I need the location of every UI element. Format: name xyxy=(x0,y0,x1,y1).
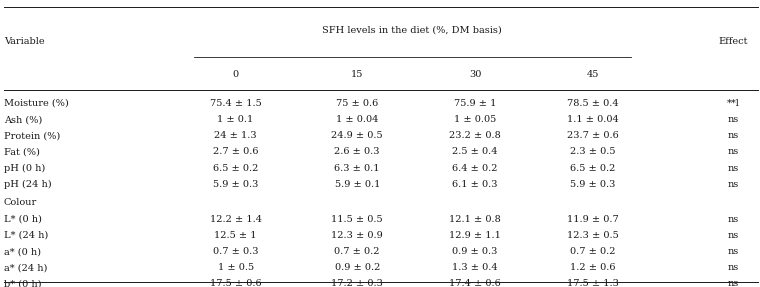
Text: 0.7 ± 0.2: 0.7 ± 0.2 xyxy=(334,247,380,256)
Text: 11.9 ± 0.7: 11.9 ± 0.7 xyxy=(567,215,619,224)
Text: 12.9 ± 1.1: 12.9 ± 1.1 xyxy=(449,231,501,240)
Text: 0: 0 xyxy=(233,70,239,79)
Text: 2.7 ± 0.6: 2.7 ± 0.6 xyxy=(213,148,258,156)
Text: b* (0 h): b* (0 h) xyxy=(4,280,41,287)
Text: ns: ns xyxy=(728,215,739,224)
Text: 12.3 ± 0.9: 12.3 ± 0.9 xyxy=(331,231,383,240)
Text: 6.3 ± 0.1: 6.3 ± 0.1 xyxy=(334,164,380,173)
Text: 17.2 ± 0.3: 17.2 ± 0.3 xyxy=(331,280,383,287)
Text: 1.1 ± 0.04: 1.1 ± 0.04 xyxy=(567,115,619,124)
Text: Protein (%): Protein (%) xyxy=(4,131,60,140)
Text: 12.2 ± 1.4: 12.2 ± 1.4 xyxy=(210,215,261,224)
Text: 15: 15 xyxy=(351,70,363,79)
Text: SFH levels in the diet (%, DM basis): SFH levels in the diet (%, DM basis) xyxy=(322,26,502,35)
Text: 6.5 ± 0.2: 6.5 ± 0.2 xyxy=(213,164,258,173)
Text: 78.5 ± 0.4: 78.5 ± 0.4 xyxy=(567,99,619,108)
Text: 45: 45 xyxy=(587,70,599,79)
Text: ns: ns xyxy=(728,148,739,156)
Text: 23.7 ± 0.6: 23.7 ± 0.6 xyxy=(567,131,619,140)
Text: Fat (%): Fat (%) xyxy=(4,148,40,156)
Text: 1 ± 0.1: 1 ± 0.1 xyxy=(217,115,254,124)
Text: 1 ± 0.04: 1 ± 0.04 xyxy=(336,115,378,124)
Text: L* (24 h): L* (24 h) xyxy=(4,231,48,240)
Text: a* (24 h): a* (24 h) xyxy=(4,263,47,272)
Text: 0.9 ± 0.3: 0.9 ± 0.3 xyxy=(452,247,498,256)
Text: 1 ± 0.5: 1 ± 0.5 xyxy=(217,263,254,272)
Text: 23.2 ± 0.8: 23.2 ± 0.8 xyxy=(449,131,501,140)
Text: ns: ns xyxy=(728,247,739,256)
Text: 24.9 ± 0.5: 24.9 ± 0.5 xyxy=(331,131,383,140)
Text: 0.7 ± 0.2: 0.7 ± 0.2 xyxy=(570,247,616,256)
Text: 0.9 ± 0.2: 0.9 ± 0.2 xyxy=(334,263,380,272)
Text: ns: ns xyxy=(728,180,739,189)
Text: 1.3 ± 0.4: 1.3 ± 0.4 xyxy=(452,263,498,272)
Text: 11.5 ± 0.5: 11.5 ± 0.5 xyxy=(331,215,383,224)
Text: ns: ns xyxy=(728,115,739,124)
Text: 2.6 ± 0.3: 2.6 ± 0.3 xyxy=(334,148,380,156)
Text: 75 ± 0.6: 75 ± 0.6 xyxy=(336,99,378,108)
Text: ns: ns xyxy=(728,263,739,272)
Text: Moisture (%): Moisture (%) xyxy=(4,99,68,108)
Text: 2.3 ± 0.5: 2.3 ± 0.5 xyxy=(570,148,616,156)
Text: 6.5 ± 0.2: 6.5 ± 0.2 xyxy=(570,164,616,173)
Text: 30: 30 xyxy=(469,70,481,79)
Text: 1.2 ± 0.6: 1.2 ± 0.6 xyxy=(570,263,616,272)
Text: 12.1 ± 0.8: 12.1 ± 0.8 xyxy=(449,215,501,224)
Text: 24 ± 1.3: 24 ± 1.3 xyxy=(214,131,257,140)
Text: 5.9 ± 0.3: 5.9 ± 0.3 xyxy=(570,180,616,189)
Text: 5.9 ± 0.1: 5.9 ± 0.1 xyxy=(334,180,380,189)
Text: 17.5 ± 0.6: 17.5 ± 0.6 xyxy=(210,280,261,287)
Text: Variable: Variable xyxy=(4,37,44,46)
Text: L* (0 h): L* (0 h) xyxy=(4,215,42,224)
Text: Effect: Effect xyxy=(719,37,748,46)
Text: 1 ± 0.05: 1 ± 0.05 xyxy=(454,115,496,124)
Text: ns: ns xyxy=(728,131,739,140)
Text: ns: ns xyxy=(728,164,739,173)
Text: ns: ns xyxy=(728,280,739,287)
Text: 6.1 ± 0.3: 6.1 ± 0.3 xyxy=(452,180,498,189)
Text: 2.5 ± 0.4: 2.5 ± 0.4 xyxy=(452,148,498,156)
Text: 5.9 ± 0.3: 5.9 ± 0.3 xyxy=(213,180,258,189)
Text: 75.4 ± 1.5: 75.4 ± 1.5 xyxy=(210,99,261,108)
Text: 75.9 ± 1: 75.9 ± 1 xyxy=(454,99,496,108)
Text: 12.5 ± 1: 12.5 ± 1 xyxy=(214,231,257,240)
Text: 17.5 ± 1.3: 17.5 ± 1.3 xyxy=(567,280,619,287)
Text: 6.4 ± 0.2: 6.4 ± 0.2 xyxy=(452,164,498,173)
Text: 12.3 ± 0.5: 12.3 ± 0.5 xyxy=(567,231,619,240)
Text: pH (0 h): pH (0 h) xyxy=(4,164,45,173)
Text: Colour: Colour xyxy=(4,198,37,208)
Text: **l: **l xyxy=(727,99,739,108)
Text: 0.7 ± 0.3: 0.7 ± 0.3 xyxy=(213,247,258,256)
Text: ns: ns xyxy=(728,231,739,240)
Text: a* (0 h): a* (0 h) xyxy=(4,247,41,256)
Text: 17.4 ± 0.6: 17.4 ± 0.6 xyxy=(449,280,501,287)
Text: Ash (%): Ash (%) xyxy=(4,115,42,124)
Text: pH (24 h): pH (24 h) xyxy=(4,180,52,189)
